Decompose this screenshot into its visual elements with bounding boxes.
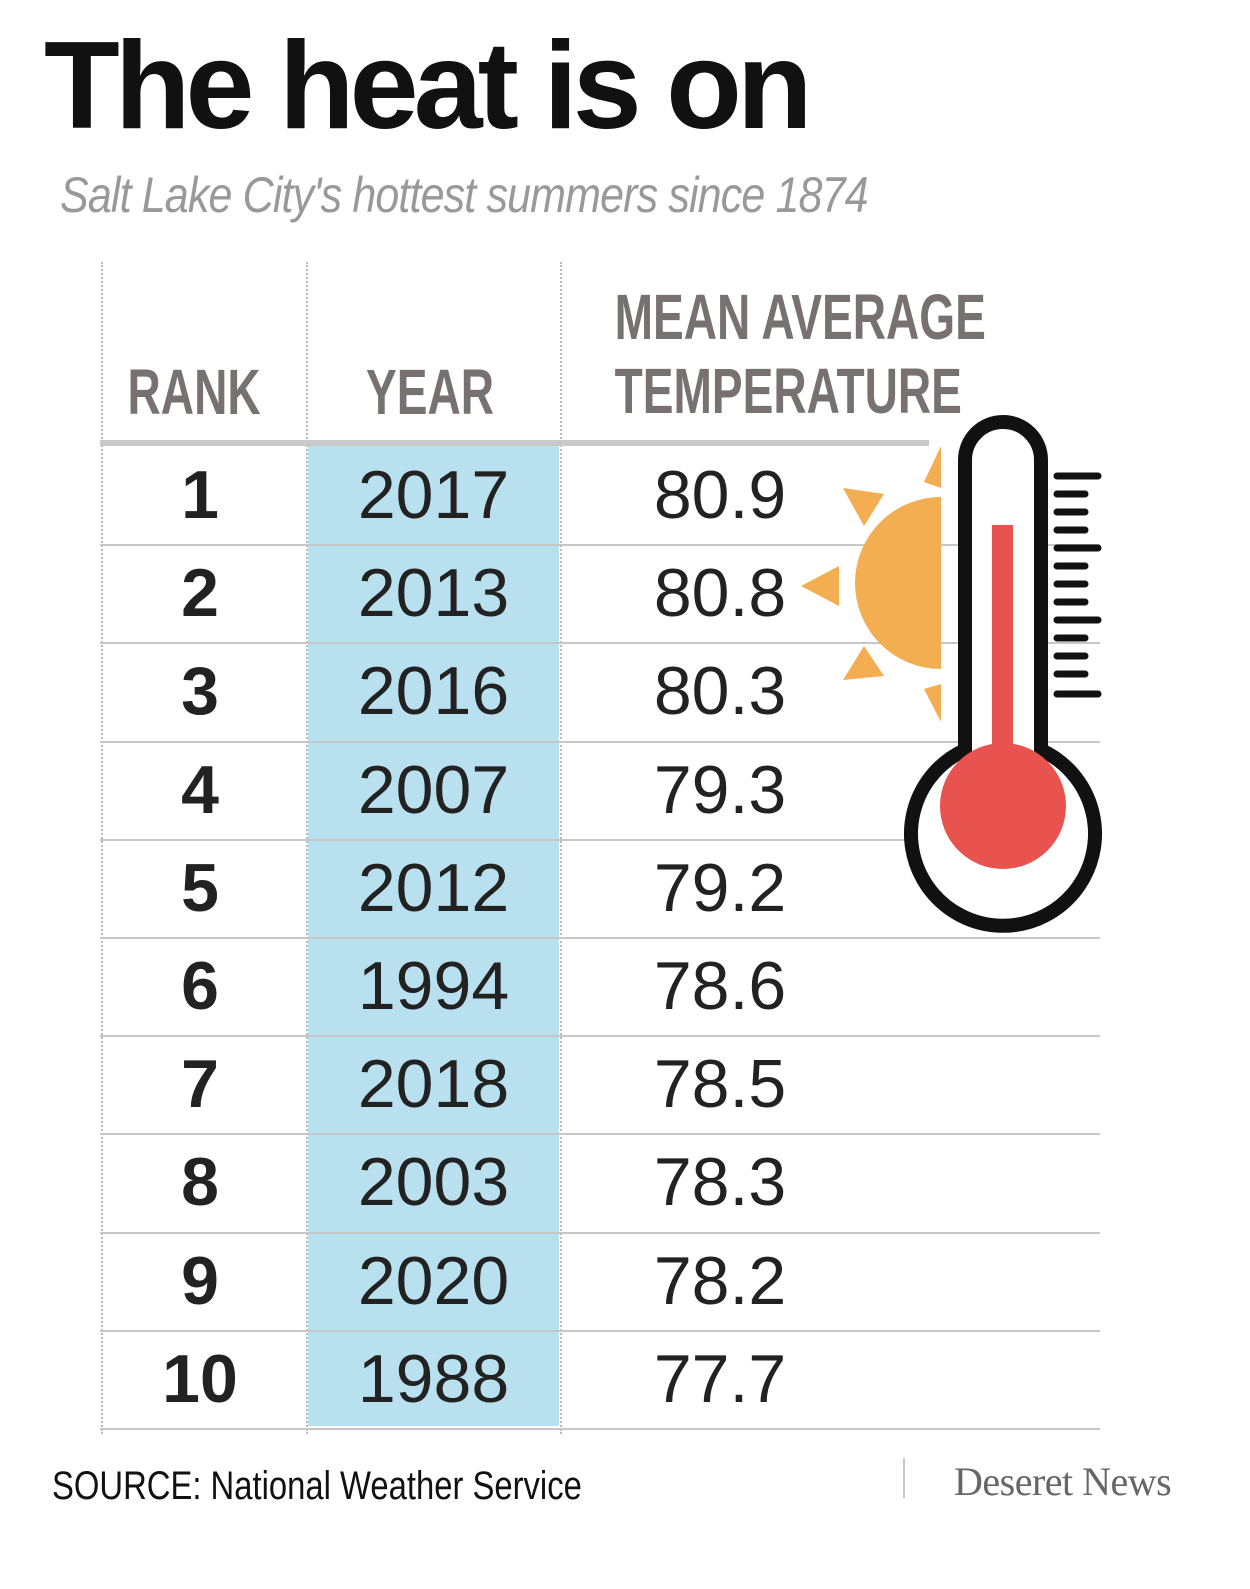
row-divider xyxy=(100,642,1100,644)
table-row: 7 2018 78.5 xyxy=(100,1035,1100,1133)
year-cell: 2003 xyxy=(357,1144,510,1220)
table-row: 1 2017 80.9 xyxy=(100,446,1100,544)
rank-cell: 6 xyxy=(181,948,219,1024)
table-row: 9 2020 78.2 xyxy=(100,1232,1100,1330)
row-divider xyxy=(100,544,1100,546)
row-divider xyxy=(100,839,1100,841)
row-divider xyxy=(100,741,1100,743)
column-divider xyxy=(101,262,103,1434)
temperature-cell: 80.3 xyxy=(653,653,787,729)
year-column-highlight xyxy=(308,446,559,1426)
header-rule xyxy=(100,440,929,446)
table-row: 3 2016 80.3 xyxy=(100,642,1100,740)
table-row: 2 2013 80.8 xyxy=(100,544,1100,642)
row-divider xyxy=(100,1133,1100,1135)
year-cell: 2018 xyxy=(357,1046,510,1122)
temperature-cell: 78.2 xyxy=(653,1243,787,1319)
temperature-cell: 78.6 xyxy=(653,948,787,1024)
row-divider xyxy=(100,1330,1100,1332)
temperature-cell: 78.5 xyxy=(653,1046,787,1122)
row-divider xyxy=(100,1232,1100,1234)
year-cell: 1988 xyxy=(357,1341,510,1417)
temperature-cell: 80.9 xyxy=(653,457,787,533)
temperature-cell: 77.7 xyxy=(653,1341,787,1417)
rank-cell: 9 xyxy=(181,1243,219,1319)
table-row: 10 1988 77.7 xyxy=(100,1330,1100,1428)
column-divider xyxy=(306,262,308,1434)
thermometer-scale xyxy=(1053,472,1102,698)
year-cell: 2012 xyxy=(357,850,510,926)
temperature-cell: 80.8 xyxy=(653,555,787,631)
year-cell: 2017 xyxy=(357,457,510,533)
header-rank: RANK xyxy=(127,356,261,428)
publisher-logo: Deseret News xyxy=(954,1459,1172,1504)
rank-cell: 1 xyxy=(181,457,219,533)
source-note: SOURCE: National Weather Service xyxy=(52,1464,582,1508)
rank-cell: 5 xyxy=(181,850,219,926)
brand-divider xyxy=(903,1458,905,1498)
table-row: 5 2012 79.2 xyxy=(100,839,1100,937)
table-row: 4 2007 79.3 xyxy=(100,741,1100,839)
chart-title: The heat is on xyxy=(44,17,813,155)
year-cell: 1994 xyxy=(357,948,510,1024)
temperature-cell: 78.3 xyxy=(653,1144,787,1220)
year-cell: 2007 xyxy=(357,752,510,828)
sun-icon xyxy=(801,446,941,722)
rank-cell: 2 xyxy=(181,555,219,631)
year-cell: 2016 xyxy=(357,653,510,729)
table-row: 6 1994 78.6 xyxy=(100,937,1100,1035)
rank-cell: 3 xyxy=(181,653,219,729)
header-year: YEAR xyxy=(365,356,495,428)
chart-subtitle: Salt Lake City's hottest summers since 1… xyxy=(60,167,869,223)
rank-cell: 10 xyxy=(162,1341,238,1417)
thermometer-icon xyxy=(904,415,1102,933)
rank-cell: 4 xyxy=(181,752,219,828)
year-cell: 2013 xyxy=(357,555,510,631)
row-divider xyxy=(100,1428,1100,1430)
table-row: 8 2003 78.3 xyxy=(100,1133,1100,1231)
rank-cell: 7 xyxy=(181,1046,219,1122)
column-divider xyxy=(560,262,562,1434)
temperature-cell: 79.2 xyxy=(653,850,787,926)
year-cell: 2020 xyxy=(357,1243,510,1319)
row-divider xyxy=(100,937,1100,939)
row-divider xyxy=(100,1035,1100,1037)
temperature-cell: 79.3 xyxy=(653,752,787,828)
rank-cell: 8 xyxy=(181,1144,219,1220)
